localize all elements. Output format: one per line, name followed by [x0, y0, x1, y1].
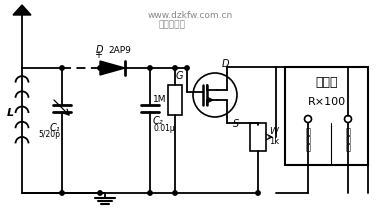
- Text: 表: 表: [345, 135, 351, 144]
- Text: 笔: 笔: [345, 143, 351, 152]
- Text: D: D: [221, 59, 229, 69]
- Polygon shape: [100, 61, 125, 75]
- Circle shape: [173, 191, 177, 195]
- Text: 0.01μ: 0.01μ: [153, 124, 175, 133]
- Circle shape: [98, 191, 102, 195]
- Text: W: W: [269, 127, 278, 136]
- Text: R×100: R×100: [307, 97, 346, 107]
- Text: C₁: C₁: [49, 123, 60, 133]
- Circle shape: [173, 66, 177, 70]
- Bar: [250, 123, 266, 151]
- Circle shape: [98, 66, 102, 70]
- Text: 万用表: 万用表: [315, 76, 338, 89]
- Circle shape: [60, 191, 64, 195]
- Text: C₂: C₂: [153, 116, 164, 126]
- Text: 红: 红: [345, 127, 351, 136]
- Text: 2AP9: 2AP9: [108, 46, 131, 55]
- Text: +: +: [94, 50, 102, 60]
- Circle shape: [185, 66, 189, 70]
- Text: 表: 表: [305, 135, 311, 144]
- Text: 电子开发王: 电子开发王: [159, 21, 185, 29]
- Text: 笔: 笔: [305, 143, 311, 152]
- Circle shape: [256, 191, 260, 195]
- Bar: [285, 67, 368, 165]
- Text: 5/20p: 5/20p: [38, 130, 60, 139]
- Text: www.dzkfw.com.cn: www.dzkfw.com.cn: [147, 10, 233, 19]
- Text: D: D: [96, 45, 104, 55]
- Circle shape: [148, 66, 152, 70]
- Bar: [168, 85, 182, 115]
- Circle shape: [148, 191, 152, 195]
- Text: 黑: 黑: [305, 127, 311, 136]
- Text: S: S: [233, 119, 239, 129]
- Text: 1M: 1M: [153, 95, 166, 105]
- Text: 1k: 1k: [269, 136, 279, 145]
- Text: G: G: [176, 71, 183, 81]
- Circle shape: [60, 66, 64, 70]
- Text: L: L: [6, 108, 14, 118]
- Polygon shape: [13, 5, 31, 15]
